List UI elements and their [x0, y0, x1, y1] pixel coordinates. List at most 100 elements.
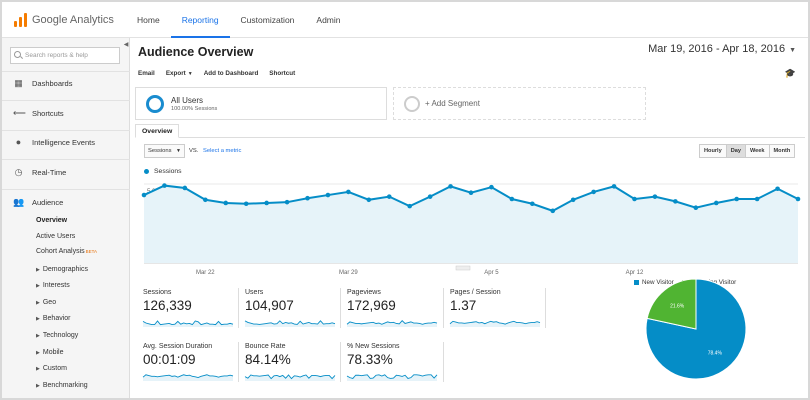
search-input[interactable]: Search reports & help	[10, 47, 120, 64]
date-range-picker[interactable]: Mar 19, 2016 - Apr 18, 2016 ▼	[648, 43, 796, 55]
data-point	[775, 186, 780, 192]
data-point	[489, 184, 494, 190]
data-point	[713, 200, 719, 206]
graduation-cap-icon[interactable]: 🎓	[784, 68, 796, 78]
sidebar-sub-mobile[interactable]: ▶ Mobile	[36, 347, 63, 359]
sidebar-sub-technology[interactable]: ▶ Technology	[36, 330, 78, 342]
kpi-bounce-rate[interactable]: Bounce Rate 84.14%	[245, 343, 343, 385]
triangle-right-icon: ▶	[36, 383, 40, 389]
sidebar-sub-custom[interactable]: ▶ Custom	[36, 363, 67, 375]
kpi-pages-per-session[interactable]: Pages / Session 1.37	[450, 289, 548, 331]
sidebar-sub-label: Custom	[42, 365, 67, 372]
tab-reporting[interactable]: Reporting	[170, 2, 230, 38]
hourly-button[interactable]: Hourly	[699, 144, 727, 158]
divider	[443, 288, 444, 328]
data-point	[162, 183, 167, 188]
data-point	[468, 190, 474, 195]
tab-customization[interactable]: Customization	[240, 15, 295, 25]
sidebar-item-real-time[interactable]: ◷ Real-Time	[2, 162, 130, 182]
sidebar-sub-overview[interactable]: Overview	[36, 217, 68, 224]
sidebar-sub-behavior[interactable]: ▶ Behavior	[36, 313, 71, 325]
sidebar: Search reports & help ▦ Dashboards ⟵ Sho…	[2, 38, 130, 398]
sidebar-sub-demographics[interactable]: ▶ Demographics	[36, 264, 88, 276]
sidebar-item-dashboards[interactable]: ▦ Dashboards	[2, 73, 130, 93]
top-nav: Home Reporting Customization Admin	[126, 2, 352, 38]
data-point	[632, 196, 637, 202]
export-label: Export	[165, 70, 186, 77]
sidebar-sub-cohort-analysis[interactable]: Cohort AnalysisBETA	[36, 246, 97, 258]
divider	[545, 288, 546, 328]
sidebar-sub-geo[interactable]: ▶ Geo	[36, 297, 56, 309]
export-button[interactable]: Export ▼	[166, 70, 193, 77]
app-name: Google Analytics	[32, 14, 114, 26]
data-point	[570, 197, 576, 203]
sidebar-sub-active-users[interactable]: Active Users	[36, 233, 76, 240]
kpi-value: 172,969	[347, 298, 396, 313]
data-point	[673, 199, 678, 204]
search-placeholder: Search reports & help	[25, 52, 88, 59]
segment-share: 100.00% Sessions	[171, 106, 218, 112]
email-button[interactable]: Email	[138, 70, 155, 77]
month-button[interactable]: Month	[768, 144, 796, 158]
sidebar-sub-label: Behavior	[42, 315, 71, 322]
select-metric-link[interactable]: Select a metric	[203, 148, 242, 154]
data-point	[448, 184, 453, 189]
data-point	[509, 196, 515, 202]
metric-dropdown[interactable]: Sessions ▼	[144, 144, 185, 158]
sidebar-item-audience[interactable]: 👥 Audience	[2, 192, 130, 212]
x-tick-label: Mar 22	[196, 270, 215, 276]
kpi-sessions[interactable]: Sessions 126,339	[143, 289, 241, 331]
add-segment-button[interactable]: + Add Segment	[393, 87, 646, 120]
sidebar-item-shortcuts[interactable]: ⟵ Shortcuts	[2, 103, 130, 123]
segment-all-users[interactable]: All Users 100.00% Sessions	[135, 87, 387, 120]
sidebar-sub-label: Mobile	[42, 349, 64, 356]
app-logo[interactable]: Google Analytics	[14, 12, 114, 28]
kpi-avg-session-duration[interactable]: Avg. Session Duration 00:01:09	[143, 343, 241, 385]
data-point	[284, 199, 290, 205]
beta-badge: BETA	[85, 249, 98, 254]
data-point	[366, 197, 372, 203]
kpi-label: Pages / Session	[450, 289, 501, 296]
series-area	[144, 185, 798, 263]
segment-name: All Users	[171, 96, 204, 105]
sidebar-sub-label: Cohort Analysis	[36, 248, 85, 255]
chevron-down-icon: ▼	[789, 47, 796, 54]
empty-ring-icon	[404, 96, 420, 112]
kpi-new-sessions[interactable]: % New Sessions 78.33%	[347, 343, 445, 385]
kpi-pageviews[interactable]: Pageviews 172,969	[347, 289, 445, 331]
segment-ring-icon	[146, 95, 164, 113]
sidebar-sub-interests[interactable]: ▶ Interests	[36, 280, 70, 292]
divider	[2, 189, 130, 190]
shortcut-button[interactable]: Shortcut	[269, 70, 296, 77]
triangle-right-icon: ▶	[36, 333, 40, 339]
tab-overview[interactable]: Overview	[135, 124, 180, 138]
chart-legend[interactable]: Sessions	[144, 168, 182, 175]
kpi-label: Users	[245, 289, 264, 296]
divider	[340, 288, 341, 328]
kpi-value: 84.14%	[245, 352, 291, 367]
data-point	[141, 192, 147, 198]
sidebar-sub-benchmarking[interactable]: ▶ Benchmarking	[36, 380, 88, 392]
sidebar-item-intelligence-events[interactable]: ● Intelligence Events	[2, 132, 130, 152]
bulb-icon: ●	[15, 137, 22, 147]
data-point	[386, 194, 392, 199]
data-point	[591, 189, 596, 195]
visitor-pie-chart[interactable]: 78.4% 21.6%	[641, 274, 751, 384]
data-point	[407, 203, 412, 209]
chart-resize-handle	[455, 265, 471, 271]
data-point	[693, 205, 699, 210]
tab-admin[interactable]: Admin	[316, 15, 341, 25]
kpi-users[interactable]: Users 104,907	[245, 289, 343, 331]
week-button[interactable]: Week	[744, 144, 770, 158]
tab-home[interactable]: Home	[137, 15, 160, 25]
sidebar-item-label: Dashboards	[32, 78, 73, 88]
pie-legend-new-visitor[interactable]: New Visitor	[634, 279, 674, 286]
clock-icon: ◷	[14, 167, 23, 177]
kpi-label: % New Sessions	[347, 343, 400, 350]
divider	[443, 342, 444, 382]
collapse-sidebar-icon[interactable]: ◀	[123, 42, 129, 48]
report-tabs: Overview	[135, 124, 805, 138]
add-to-dashboard-button[interactable]: Add to Dashboard	[203, 70, 259, 77]
day-button[interactable]: Day	[725, 144, 746, 158]
